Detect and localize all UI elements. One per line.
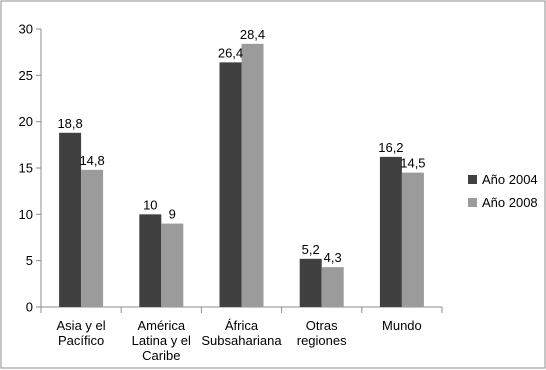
data-label: 14,5 xyxy=(400,156,425,171)
x-category-label: Asia y el Pacífico xyxy=(57,318,106,348)
data-label: 18,8 xyxy=(57,116,82,131)
data-label: 14,8 xyxy=(79,153,104,168)
bar xyxy=(81,169,104,307)
bar xyxy=(219,62,242,307)
y-tick-label: 10 xyxy=(19,207,33,222)
data-label: 9 xyxy=(169,207,176,222)
axes: 0 5 10 15 20 25 30 Asia y el Pacífico América Lati… xyxy=(19,22,443,363)
y-tick-label: 15 xyxy=(19,161,33,176)
bar xyxy=(241,43,264,308)
bar xyxy=(161,223,184,307)
legend-swatch xyxy=(468,175,477,184)
bar xyxy=(299,258,322,307)
y-tick-label: 5 xyxy=(26,253,33,268)
bar xyxy=(379,156,402,307)
data-label: 10 xyxy=(143,197,157,212)
y-tick-label: 0 xyxy=(26,300,33,315)
y-tick-label: 25 xyxy=(19,68,33,83)
bars xyxy=(59,43,424,308)
y-tick-label: 20 xyxy=(19,114,33,129)
data-label: 5,2 xyxy=(302,242,320,257)
data-labels: 18,8 14,8 10 9 26,4 28,4 5,2 4,3 16,214,5 xyxy=(57,27,425,265)
legend-swatch xyxy=(468,198,477,207)
data-label: 4,3 xyxy=(324,250,342,265)
legend-label: Año 2004 xyxy=(482,172,538,187)
data-label: 26,4 xyxy=(218,45,243,60)
x-category-label: Otras regiones xyxy=(297,318,347,348)
bar xyxy=(59,132,82,307)
bar xyxy=(139,214,162,307)
legend: Año 2004 Año 2008 xyxy=(468,172,538,210)
x-category-label: Mundo xyxy=(382,318,422,333)
data-label: 16,2 xyxy=(378,140,403,155)
legend-label: Año 2008 xyxy=(482,195,538,210)
x-category-label: América Latina y el Caribe xyxy=(132,318,191,363)
bar xyxy=(401,172,424,307)
x-category-label: África Subsahariana xyxy=(201,318,282,348)
y-tick-label: 30 xyxy=(19,22,33,37)
data-label: 28,4 xyxy=(240,27,265,42)
bar xyxy=(321,267,344,307)
